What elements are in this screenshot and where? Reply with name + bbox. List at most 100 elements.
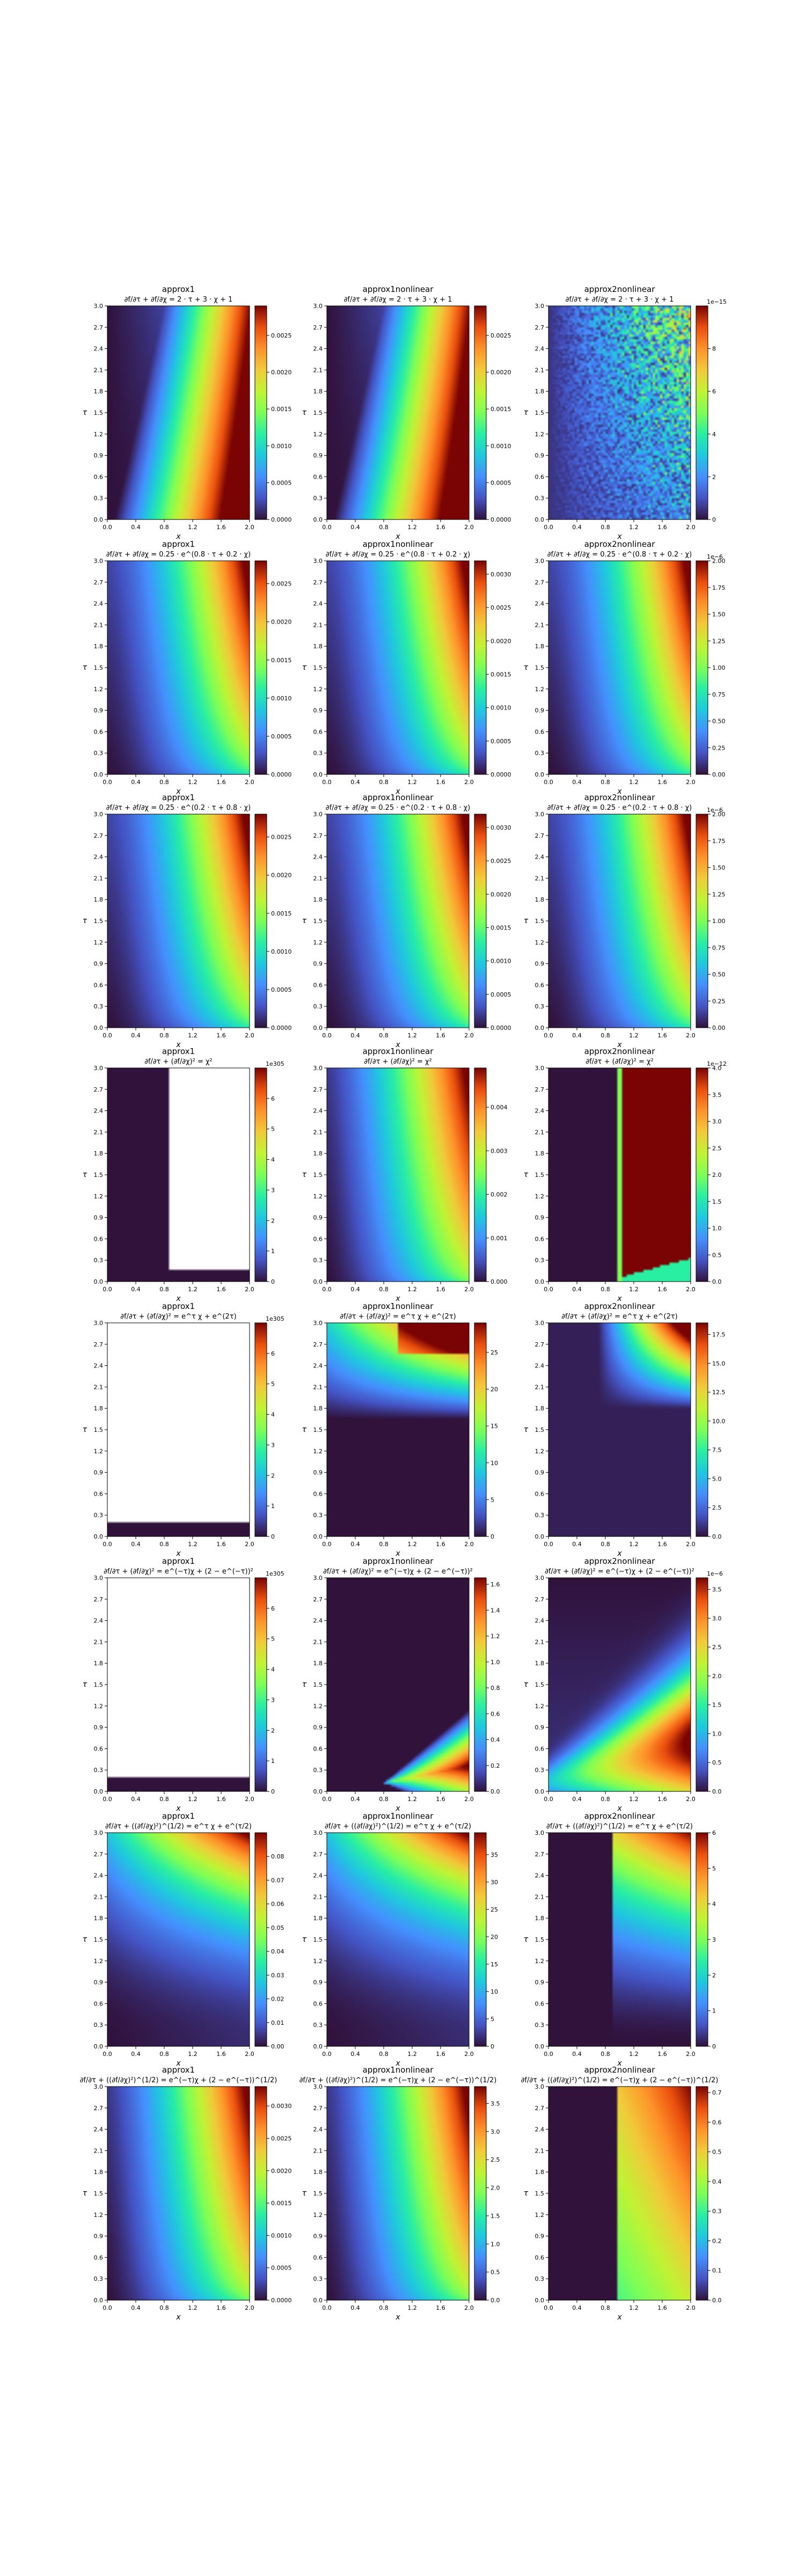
y-tick-label: 2.4 <box>535 1618 545 1624</box>
x-tick-label: 0.4 <box>572 2051 582 2058</box>
heatmap-image <box>327 1323 469 1536</box>
y-tick-label: 2.4 <box>313 346 323 353</box>
heatmap-panel: approx1nonlinear ∂f/∂τ + ∂f/∂χ = 2 · τ + … <box>302 284 511 541</box>
colorbar-tick-label: 0.0010 <box>491 958 511 965</box>
y-tick-label: 2.4 <box>94 1363 104 1370</box>
y-tick-label: 1.8 <box>94 1660 104 1667</box>
x-tick-label: 0.8 <box>159 524 169 531</box>
x-tick-label: 1.2 <box>188 1796 197 1803</box>
colorbar-tick-label: 1.75 <box>712 584 726 591</box>
x-tick-label: 0.8 <box>601 524 610 531</box>
x-tick-label: 0.4 <box>350 1541 360 1548</box>
x-axis-label: x <box>395 1294 400 1303</box>
y-tick-label: 0.6 <box>535 728 545 735</box>
y-tick-label: 0.3 <box>535 495 545 502</box>
colorbar <box>696 2086 708 2301</box>
colorbar-tick-label: 1.0 <box>491 2241 500 2248</box>
y-tick-label: 0.6 <box>535 473 545 480</box>
heatmap-panel: approx2nonlinear ∂f/∂τ + ((∂f/∂χ)²)^(1/2)… <box>524 1811 716 2068</box>
colorbar-tick-label: 4.0 <box>712 1065 722 1072</box>
x-tick-label: 0.8 <box>601 2051 610 2058</box>
panel-subtitle: ∂f/∂τ + (∂f/∂χ)² = e^(−τ)χ + (2 − e^(−τ)… <box>104 1568 253 1576</box>
y-tick-label: 2.4 <box>313 1363 323 1370</box>
colorbar-tick-label: 0 <box>271 1278 275 1285</box>
y-tick-label: 0.9 <box>94 1724 104 1731</box>
y-tick-label: 3.0 <box>535 1829 545 1836</box>
x-tick-label: 1.2 <box>629 1796 639 1803</box>
x-tick-label: 2.0 <box>686 2051 696 2058</box>
colorbar-tick-label: 15 <box>491 1423 498 1430</box>
x-tick-label: 0.8 <box>159 2304 169 2311</box>
y-axis-label: τ <box>83 1935 87 1944</box>
colorbar-tick-label: 0.0 <box>712 1533 722 1540</box>
y-tick-label: 1.8 <box>94 2169 104 2176</box>
y-tick-label: 2.1 <box>535 367 545 374</box>
panel-title: approx1 <box>162 2065 195 2075</box>
x-tick-label: 0.8 <box>601 1286 610 1293</box>
heatmap-image <box>327 2087 469 2300</box>
y-tick-label: 2.1 <box>94 1129 104 1136</box>
y-tick-label: 1.2 <box>94 1448 104 1455</box>
y-tick-label: 0.9 <box>535 1979 545 1986</box>
y-tick-label: 0.9 <box>94 1979 104 1986</box>
y-tick-label: 2.1 <box>94 1893 104 1900</box>
colorbar-tick-label: 2 <box>271 1472 275 1479</box>
y-tick-label: 0.0 <box>313 1278 323 1285</box>
colorbar-exponent: 1e−6 <box>707 1570 723 1577</box>
colorbar-tick-label: 1.00 <box>712 918 726 925</box>
colorbar-tick-label: 0.0010 <box>271 2232 292 2239</box>
x-tick-label: 0.0 <box>544 779 553 786</box>
heatmap-panel: approx1 ∂f/∂τ + ((∂f/∂χ)²)^(1/2) = e^τ χ … <box>83 1811 284 2068</box>
x-tick-label: 0.0 <box>103 1032 112 1039</box>
y-tick-label: 2.4 <box>313 1108 323 1115</box>
colorbar <box>474 305 487 520</box>
y-axis-label: τ <box>524 917 529 925</box>
y-tick-label: 2.4 <box>535 1363 545 1370</box>
x-tick-label: 0.0 <box>103 2304 112 2311</box>
colorbar <box>696 1322 708 1537</box>
y-tick-label: 0.6 <box>94 2000 104 2007</box>
panel-subtitle: ∂f/∂τ + (∂f/∂χ)² = χ² <box>364 1058 432 1066</box>
x-tick-label: 0.4 <box>131 2051 141 2058</box>
x-axis-label: x <box>617 1041 622 1049</box>
colorbar-tick-label: 5 <box>271 1126 275 1133</box>
y-tick-label: 0.3 <box>94 1257 104 1264</box>
x-tick-label: 1.6 <box>436 1796 445 1803</box>
y-tick-label: 3.0 <box>94 303 104 310</box>
colorbar <box>254 2086 267 2301</box>
panel-title: approx1nonlinear <box>363 1046 434 1056</box>
y-tick-label: 0.0 <box>313 2297 323 2304</box>
panel-subtitle: ∂f/∂τ + (∂f/∂χ)² = e^τ χ + e^(2τ) <box>120 1313 236 1321</box>
y-tick-label: 1.8 <box>535 1150 545 1157</box>
x-tick-label: 1.2 <box>407 2051 417 2058</box>
x-axis-label: x <box>617 2059 622 2068</box>
colorbar <box>474 1067 487 1282</box>
x-tick-label: 1.6 <box>436 1032 445 1039</box>
y-tick-label: 0.3 <box>313 2022 323 2029</box>
x-tick-label: 1.6 <box>216 1286 226 1293</box>
colorbar-tick-label: 2.00 <box>712 558 726 565</box>
heatmap-image <box>548 1833 691 2046</box>
y-tick-label: 3.0 <box>535 2083 545 2090</box>
colorbar-tick-label: 0.0015 <box>491 671 511 678</box>
y-tick-label: 0.6 <box>313 1235 323 1242</box>
x-tick-label: 0.0 <box>322 779 332 786</box>
colorbar-tick-label: 6 <box>712 388 716 395</box>
colorbar <box>474 560 487 775</box>
y-tick-label: 1.5 <box>535 409 545 416</box>
heatmap-panel: approx1 ∂f/∂τ + ∂f/∂χ = 0.25 · e^(0.8 · τ… <box>83 539 292 796</box>
x-tick-label: 1.6 <box>657 2051 667 2058</box>
y-tick-label: 0.9 <box>535 2233 545 2240</box>
x-tick-label: 0.4 <box>131 1032 141 1039</box>
y-tick-label: 1.8 <box>94 1915 104 1922</box>
y-tick-label: 0.9 <box>313 1979 323 1986</box>
colorbar-tick-label: 0.0010 <box>271 695 292 702</box>
heatmap-image <box>548 814 691 1028</box>
y-tick-label: 0.6 <box>94 1745 104 1752</box>
y-tick-label: 3.0 <box>94 2083 104 2090</box>
panel-title: approx2nonlinear <box>584 1301 656 1311</box>
y-tick-label: 3.0 <box>94 1829 104 1836</box>
y-tick-label: 1.5 <box>94 1681 104 1688</box>
y-tick-label: 0.9 <box>94 452 104 459</box>
heatmap-image <box>327 1833 469 2046</box>
